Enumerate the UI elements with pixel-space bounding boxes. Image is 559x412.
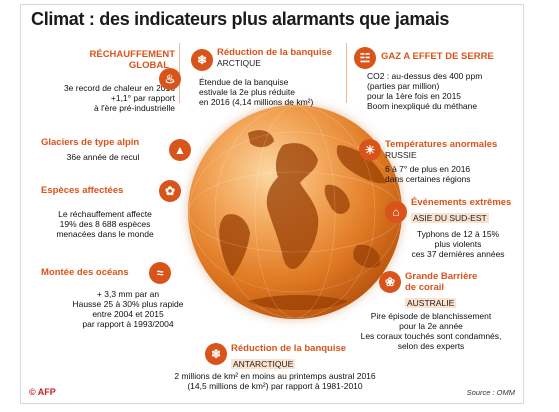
indicator-glaciers: Glaciers de type alpin 36e année de recu… xyxy=(41,137,165,162)
indicator-text: Étendue de la banquise xyxy=(199,77,289,87)
indicator-text: 3e record de chaleur en 2016 xyxy=(63,83,175,93)
mountain-icon: ▲ xyxy=(169,139,191,161)
indicator-text: 6 à 7° de plus en 2016 xyxy=(385,164,471,174)
indicator-heading: Grande Barrière xyxy=(405,271,478,282)
indicator-text: 36e année de recul xyxy=(66,152,140,162)
ice-icon: ❄ xyxy=(205,343,227,365)
indicator-text: entre 2004 et 2015 xyxy=(92,309,164,319)
indicator-greenhouse-gas-text: CO2 : au-dessus des 400 ppm (parties par… xyxy=(367,71,517,111)
coral-icon: ❀ xyxy=(379,271,401,293)
indicator-greenhouse-gas: GAZ A EFFET DE SERRE xyxy=(381,51,521,62)
source-note: Source : OMM xyxy=(466,388,515,397)
indicator-text: menacées dans le monde xyxy=(56,229,154,239)
afp-logo: © AFP xyxy=(29,387,56,397)
indicator-text: + 3,3 mm par an xyxy=(96,289,160,299)
indicator-text: ces 37 dernières années xyxy=(411,249,505,259)
indicator-heading: GAZ A EFFET DE SERRE xyxy=(381,51,494,62)
indicator-region: ASIE DU SUD-EST xyxy=(411,213,489,223)
indicator-region: RUSSIE xyxy=(385,150,417,160)
thermometer-icon: ♨ xyxy=(159,68,181,90)
continents-map xyxy=(188,105,402,319)
indicator-sea-level-text: + 3,3 mm par an Hausse 25 à 30% plus rap… xyxy=(53,289,203,329)
indicator-text: dans certaines régions xyxy=(385,174,471,184)
indicator-text: à l'ère pré-industrielle xyxy=(94,103,175,113)
infographic: Climat : des indicateurs plus alarmants … xyxy=(20,4,524,404)
indicator-species-text: Le réchauffement affecte 19% des 8 688 e… xyxy=(39,209,171,239)
indicator-text: Hausse 25 à 30% plus rapide xyxy=(72,299,184,309)
indicator-text: pour la 1ère fois en 2015 xyxy=(367,91,462,101)
indicator-text: 19% des 8 688 espèces xyxy=(59,219,151,229)
divider xyxy=(346,43,347,103)
indicator-antarctic-ice-text: 2 millions de km² en moins au printemps … xyxy=(125,371,425,391)
indicator-region: AUSTRALIE xyxy=(405,298,457,308)
indicator-text: estivale la 2e plus réduite xyxy=(199,87,295,97)
indicator-extreme-events-text: Typhons de 12 à 15% plus violents ces 37… xyxy=(393,229,523,259)
indicator-arctic-ice-text: Étendue de la banquise estivale la 2e pl… xyxy=(199,77,349,107)
indicator-heading: Températures anormales xyxy=(385,139,498,150)
indicator-antarctic-ice: Réduction de la banquise ANTARCTIQUE xyxy=(231,343,381,372)
wave-icon: ≈ xyxy=(149,262,171,284)
indicator-heading: GLOBAL xyxy=(128,60,169,71)
indicator-text: Les coraux touchés sont condamnés, xyxy=(360,331,502,341)
indicator-text: (14,5 millions de km²) par rapport à 198… xyxy=(187,381,363,391)
indicator-text: Pire épisode de blanchissement xyxy=(370,311,492,321)
indicator-global-warming: RÉCHAUFFEMENT GLOBAL 3e record de chaleu… xyxy=(55,49,175,113)
indicator-temperatures: Températures anormales RUSSIE 6 à 7° de … xyxy=(385,139,525,184)
indicator-text: Boom inexpliqué du méthane xyxy=(367,101,478,111)
indicator-coral-reef-text: Pire épisode de blanchissement pour la 2… xyxy=(341,311,521,351)
ice-icon: ❄ xyxy=(191,49,213,71)
indicator-heading: de corail xyxy=(405,282,445,293)
indicator-heading: Montée des océans xyxy=(41,267,129,278)
indicator-heading: Réduction de la banquise xyxy=(231,343,347,354)
indicator-extreme-events: Événements extrêmes ASIE DU SUD-EST xyxy=(411,197,523,226)
indicator-text: (parties par million) xyxy=(367,81,440,91)
indicator-region: ARCTIQUE xyxy=(217,58,261,68)
indicator-text: 2 millions de km² en moins au printemps … xyxy=(174,371,376,381)
factory-icon: ☳ xyxy=(354,47,376,69)
indicator-text: Le réchauffement affecte xyxy=(58,209,152,219)
indicator-text: en 2016 (4,14 millions de km²) xyxy=(199,97,314,107)
indicator-text: selon des experts xyxy=(397,341,465,351)
indicator-heading: Espèces affectées xyxy=(41,185,124,196)
indicator-text: pour la 2e année xyxy=(399,321,463,331)
indicator-text: Typhons de 12 à 15% xyxy=(416,229,500,239)
indicator-heading: Réduction de la banquise xyxy=(217,47,333,58)
indicator-text: CO2 : au-dessus des 400 ppm xyxy=(367,71,483,81)
bird-icon: ✿ xyxy=(159,180,181,202)
indicator-arctic-ice: Réduction de la banquise ARCTIQUE xyxy=(217,47,347,68)
indicator-text: +1,1° par rapport xyxy=(110,93,175,103)
indicator-region: ANTARCTIQUE xyxy=(231,359,296,369)
storm-icon: ⌂ xyxy=(385,201,407,223)
indicator-sea-level: Montée des océans xyxy=(41,267,159,278)
indicator-heading: RÉCHAUFFEMENT xyxy=(89,49,176,60)
indicator-species: Espèces affectées xyxy=(41,185,165,196)
indicator-text: par rapport à 1993/2004 xyxy=(82,319,174,329)
indicator-coral-reef: Grande Barrière de corail AUSTRALIE xyxy=(405,271,523,311)
indicator-heading: Glaciers de type alpin xyxy=(41,137,140,148)
globe-illustration xyxy=(188,105,402,319)
page-title: Climat : des indicateurs plus alarmants … xyxy=(31,9,450,29)
indicator-text: plus violents xyxy=(434,239,482,249)
indicator-heading: Événements extrêmes xyxy=(411,197,512,208)
sun-icon: ☀ xyxy=(359,139,381,161)
